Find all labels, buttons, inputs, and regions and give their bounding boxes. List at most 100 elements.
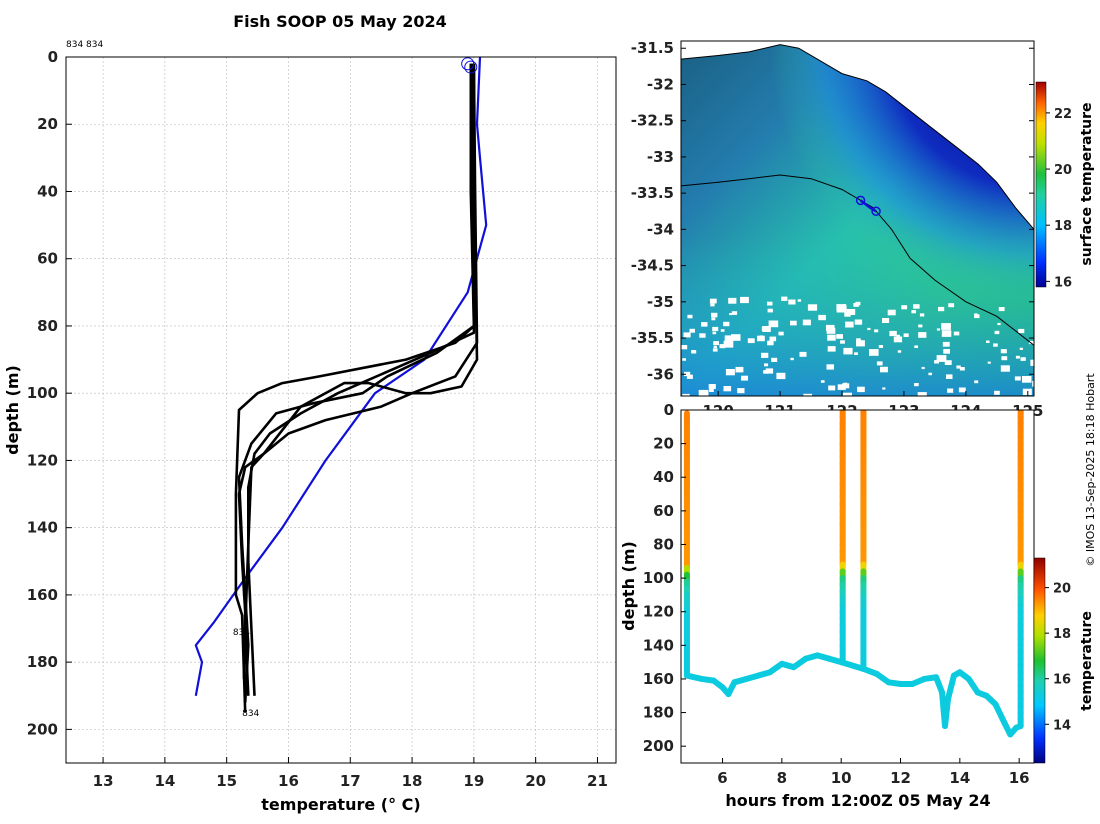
map-cloud-pixel xyxy=(729,313,733,316)
map-cloud-pixel xyxy=(843,347,853,355)
section-xtick-label: 8 xyxy=(777,769,787,787)
map-cloud-pixel xyxy=(761,326,768,331)
map-cloud-pixel xyxy=(928,372,932,376)
chart-title: Fish SOOP 05 May 2024 xyxy=(233,12,447,31)
map-cloud-pixel xyxy=(934,360,939,364)
section-ytick-label: 60 xyxy=(653,502,674,520)
map-cloud-pixel xyxy=(684,371,691,377)
map-cloud-pixel xyxy=(918,332,927,338)
profile-xtick-label: 16 xyxy=(278,772,299,790)
section-ytick-label: 200 xyxy=(643,737,674,755)
profile-annotation: 834 xyxy=(233,628,250,638)
map-cloud-pixel xyxy=(826,327,836,334)
map-cloud-pixel xyxy=(723,386,732,392)
map-cloud-pixel xyxy=(1014,376,1021,381)
map-cloud-pixel xyxy=(713,341,719,346)
profile-line-profile-5 xyxy=(243,63,479,696)
map-cloud-pixel xyxy=(778,331,784,336)
section-bottom-trace xyxy=(942,696,951,730)
map-cloud-pixel xyxy=(747,338,755,344)
map-cloud-pixel xyxy=(1001,356,1008,361)
map-ytick-label: -33.5 xyxy=(631,184,674,202)
map-cloud-pixel xyxy=(936,355,947,362)
section-xtick-label: 12 xyxy=(890,769,911,787)
map-ytick-label: -34.5 xyxy=(631,257,674,275)
map-cloud-pixel xyxy=(767,301,773,306)
map-cloud-pixel xyxy=(827,334,836,341)
temp-colorbar-label: temperature xyxy=(1079,611,1095,711)
map-cloud-pixel xyxy=(846,309,856,315)
map-ytick-label: -35 xyxy=(647,293,674,311)
map-cloud-pixel xyxy=(735,366,744,373)
map-cloud-pixel xyxy=(681,345,688,350)
map-cloud-pixel xyxy=(882,387,886,390)
map-cloud-pixel xyxy=(708,384,716,389)
map-cloud-pixel xyxy=(917,392,927,396)
map-cloud-pixel xyxy=(903,333,909,337)
map-cloud-pixel xyxy=(682,358,686,361)
map-cloud-pixel xyxy=(856,338,861,342)
map-cloud-pixel xyxy=(919,313,925,317)
sst-colorbar-tick-label: 22 xyxy=(1054,107,1072,122)
profile-xtick-label: 17 xyxy=(340,772,361,790)
map-cloud-pixel xyxy=(686,374,693,379)
map-cloud-pixel xyxy=(974,380,979,384)
profile-ytick-label: 140 xyxy=(27,519,58,537)
map-cloud-pixel xyxy=(691,350,697,354)
map-cloud-pixel xyxy=(761,352,769,358)
profile-xtick-label: 18 xyxy=(402,772,423,790)
map-cloud-pixel xyxy=(843,382,848,386)
section-ytick-label: 80 xyxy=(653,535,674,553)
section-ytick-label: 120 xyxy=(643,603,674,621)
map-cloud-pixel xyxy=(1020,357,1026,361)
map-cloud-pixel xyxy=(956,365,961,369)
credit-text: © IMOS 13-Sep-2025 18:18 Hobart xyxy=(1084,373,1097,567)
map-cloud-pixel xyxy=(918,324,923,328)
profile-ytick-label: 0 xyxy=(48,48,58,66)
map-cloud-pixel xyxy=(1019,347,1023,350)
map-cloud-pixel xyxy=(682,393,690,396)
map-cloud-pixel xyxy=(901,305,908,310)
map-ytick-label: -33 xyxy=(647,148,674,166)
map-cloud-pixel xyxy=(820,380,825,383)
map-cloud-pixel xyxy=(740,296,749,304)
map-cloud-pixel xyxy=(880,366,888,373)
map-cloud-pixel xyxy=(1030,362,1034,365)
temp-colorbar-tick-label: 14 xyxy=(1053,718,1071,733)
profile-annotation: 834 xyxy=(242,709,259,719)
map-cloud-pixel xyxy=(994,330,1000,335)
section-xtick-label: 10 xyxy=(831,769,852,787)
section-ytick-label: 40 xyxy=(653,468,674,486)
map-track-end xyxy=(871,206,881,217)
map-cloud-pixel xyxy=(1015,355,1020,359)
map-cloud-pixel xyxy=(994,390,1000,395)
temp-colorbar xyxy=(1033,557,1046,764)
map-cloud-pixel xyxy=(1022,376,1032,383)
profile-ytick-label: 60 xyxy=(37,250,58,268)
map-cloud-pixel xyxy=(921,366,925,370)
map-cloud-pixel xyxy=(853,303,859,307)
map-cloud-pixel xyxy=(1022,388,1032,395)
map-cloud-pixel xyxy=(767,308,773,313)
map-cloud-pixel xyxy=(893,336,903,343)
map-cloud-pixel xyxy=(845,321,854,328)
profile-xtick-label: 21 xyxy=(587,772,608,790)
map-cloud-pixel xyxy=(946,374,953,379)
section-bottom-trace xyxy=(944,672,957,703)
map-cloud-pixel xyxy=(974,314,980,319)
profile-ytick-label: 20 xyxy=(37,115,58,133)
map-cloud-pixel xyxy=(844,312,851,317)
map-ytick-label: -36 xyxy=(647,365,674,383)
map-cloud-pixel xyxy=(1000,349,1007,354)
map-cloud-pixel xyxy=(1018,328,1025,334)
map-cloud-pixel xyxy=(711,317,716,321)
profile-xtick-label: 13 xyxy=(93,772,114,790)
map-cloud-pixel xyxy=(993,343,998,347)
map-cloud-pixel xyxy=(997,322,1001,326)
profile-ytick-label: 120 xyxy=(27,451,58,469)
map-cloud-pixel xyxy=(913,304,920,309)
map-cloud-pixel xyxy=(914,345,918,348)
map-cloud-pixel xyxy=(941,330,952,337)
sst-map: -31.5 -32 -32.5 -33 -33.5 -34 -34.5 -35 -35.5 -36… xyxy=(631,39,1095,420)
